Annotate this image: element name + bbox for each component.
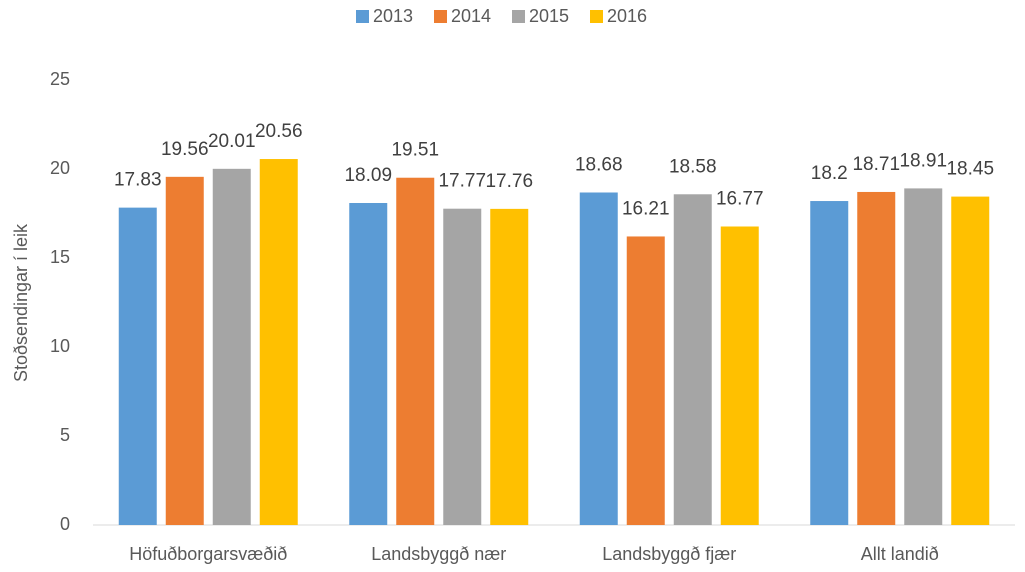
- legend-label: 2013: [373, 6, 413, 26]
- x-tick-label: Landsbyggð fjær: [602, 544, 736, 564]
- bar: [165, 176, 204, 525]
- y-tick-label: 10: [50, 336, 70, 356]
- data-label: 17.76: [485, 171, 533, 192]
- bar: [810, 201, 849, 526]
- data-label: 18.58: [669, 156, 717, 177]
- y-tick-label: 20: [50, 158, 70, 178]
- bar: [118, 207, 157, 525]
- bar: [626, 236, 665, 525]
- data-label: 18.68: [575, 155, 623, 176]
- bar: [951, 196, 990, 525]
- data-label: 20.56: [255, 121, 303, 142]
- legend-label: 2015: [529, 6, 569, 26]
- y-tick-label: 5: [60, 425, 70, 445]
- data-label: 17.83: [114, 170, 162, 191]
- x-tick-label: Allt landið: [861, 544, 939, 564]
- data-label: 18.91: [899, 150, 947, 171]
- data-label: 20.01: [208, 131, 256, 152]
- legend-swatch: [590, 10, 603, 23]
- data-label: 17.77: [438, 171, 486, 192]
- data-label: 19.51: [391, 140, 439, 161]
- data-label: 18.09: [344, 165, 392, 186]
- data-label: 18.71: [852, 154, 900, 175]
- data-label: 16.77: [716, 189, 764, 210]
- bar: [396, 177, 435, 526]
- bar: [443, 208, 482, 525]
- data-label: 18.45: [946, 159, 994, 180]
- data-label: 18.2: [811, 163, 848, 184]
- x-tick-label: Landsbyggð nær: [371, 544, 506, 564]
- bar: [490, 208, 529, 525]
- bar: [720, 226, 759, 525]
- legend-swatch: [512, 10, 525, 23]
- bar: [349, 202, 388, 526]
- data-label: 19.56: [161, 139, 209, 160]
- x-tick-label: Höfuðborgarsvæðið: [129, 544, 287, 564]
- bar: [904, 188, 943, 526]
- bar: [259, 159, 298, 526]
- y-tick-label: 15: [50, 247, 70, 267]
- data-label: 16.21: [622, 198, 670, 219]
- bar: [673, 194, 712, 525]
- bar: [212, 168, 251, 525]
- legend-label: 2014: [451, 6, 491, 26]
- y-tick-label: 25: [50, 69, 70, 89]
- y-tick-label: 0: [60, 514, 70, 534]
- bar: [579, 192, 618, 525]
- bar: [857, 191, 896, 525]
- legend-swatch: [356, 10, 369, 23]
- legend-label: 2016: [607, 6, 647, 26]
- legend-swatch: [434, 10, 447, 23]
- y-axis-label: Stoðsendingar í leik: [11, 223, 31, 382]
